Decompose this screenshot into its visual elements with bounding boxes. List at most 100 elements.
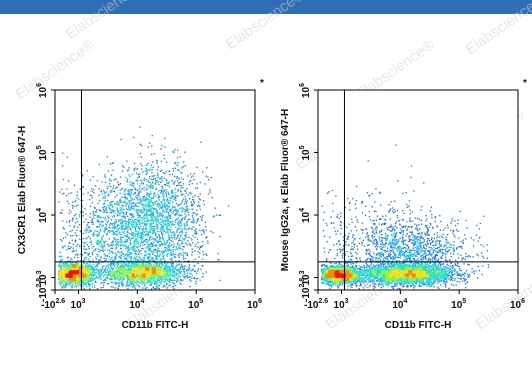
event-dot bbox=[169, 249, 172, 251]
event-dot bbox=[99, 241, 102, 243]
event-dot bbox=[184, 216, 187, 218]
event-dot bbox=[129, 242, 131, 244]
event-dot bbox=[147, 162, 149, 165]
event-dot bbox=[161, 272, 163, 274]
event-dot bbox=[123, 208, 125, 211]
event-dot bbox=[163, 220, 166, 222]
event-dot bbox=[192, 212, 194, 214]
event-dot bbox=[63, 245, 65, 247]
event-dot bbox=[64, 284, 67, 286]
event-dot bbox=[161, 220, 163, 222]
event-dot bbox=[137, 217, 139, 219]
event-dot bbox=[66, 264, 69, 266]
event-dot bbox=[169, 278, 171, 280]
event-dot bbox=[177, 190, 179, 192]
event-dot bbox=[159, 275, 161, 277]
event-dot bbox=[134, 281, 137, 283]
event-dot bbox=[124, 241, 126, 243]
event-dot bbox=[123, 271, 125, 273]
event-dot bbox=[156, 216, 158, 218]
event-dot bbox=[184, 273, 186, 275]
event-dot bbox=[156, 262, 158, 264]
event-dot bbox=[104, 218, 106, 220]
event-dot bbox=[104, 200, 106, 202]
event-dot bbox=[139, 226, 141, 229]
event-dot bbox=[155, 262, 157, 264]
event-dot bbox=[135, 258, 137, 260]
event-dot bbox=[119, 277, 122, 279]
event-dot bbox=[130, 282, 133, 284]
event-dot bbox=[133, 235, 135, 237]
event-dot bbox=[99, 240, 102, 242]
event-dot bbox=[135, 230, 137, 232]
event-dot bbox=[134, 228, 137, 230]
event-dot bbox=[159, 178, 161, 180]
event-dot bbox=[76, 191, 79, 193]
event-dot bbox=[160, 283, 162, 285]
event-dot bbox=[145, 194, 148, 196]
event-dot bbox=[177, 236, 179, 238]
event-dot bbox=[102, 203, 104, 205]
event-dot bbox=[158, 264, 161, 266]
event-dot bbox=[130, 208, 132, 210]
event-dot bbox=[89, 274, 91, 276]
event-dot bbox=[151, 282, 153, 284]
event-dot bbox=[133, 285, 135, 287]
event-dot bbox=[115, 230, 117, 233]
event-dot bbox=[116, 262, 119, 264]
event-dot bbox=[140, 275, 142, 277]
event-dot bbox=[193, 199, 195, 201]
event-dot bbox=[98, 219, 100, 222]
event-dot bbox=[123, 213, 126, 215]
event-dot bbox=[99, 230, 102, 232]
event-dot bbox=[111, 276, 113, 278]
event-dot bbox=[78, 223, 81, 226]
event-dot bbox=[149, 196, 151, 199]
event-dot bbox=[137, 271, 140, 273]
event-dot bbox=[65, 272, 67, 274]
event-dot bbox=[141, 168, 143, 170]
event-dot bbox=[147, 249, 149, 252]
event-dot bbox=[83, 287, 85, 290]
event-dot bbox=[109, 269, 111, 271]
event-dot bbox=[170, 196, 173, 199]
event-dot bbox=[118, 213, 121, 215]
event-dot bbox=[175, 275, 178, 277]
event-dot bbox=[184, 235, 186, 237]
event-dot bbox=[103, 210, 105, 212]
event-dot bbox=[139, 202, 141, 204]
event-dot bbox=[135, 202, 137, 204]
event-dot bbox=[162, 256, 164, 258]
event-dot bbox=[93, 278, 95, 280]
event-dot bbox=[93, 188, 95, 191]
event-dot bbox=[185, 221, 187, 223]
event-dot bbox=[218, 214, 220, 217]
event-dot bbox=[163, 285, 165, 287]
event-dot bbox=[172, 279, 175, 281]
event-dot bbox=[149, 169, 151, 171]
event-dot bbox=[201, 219, 203, 221]
event-dot bbox=[163, 157, 166, 160]
event-dot bbox=[59, 267, 61, 269]
event-dot bbox=[133, 221, 135, 223]
event-dot bbox=[195, 282, 197, 285]
event-dot bbox=[157, 203, 159, 206]
event-dot bbox=[157, 240, 159, 242]
event-dot bbox=[145, 283, 148, 285]
event-dot bbox=[133, 199, 135, 201]
event-dot bbox=[68, 193, 70, 195]
event-dot bbox=[194, 258, 196, 261]
event-dot bbox=[191, 228, 193, 230]
event-dot bbox=[169, 261, 172, 264]
event-dot bbox=[173, 233, 175, 235]
event-dot bbox=[92, 273, 94, 276]
event-dot bbox=[104, 197, 107, 199]
event-dot bbox=[151, 243, 154, 245]
event-dot bbox=[93, 284, 96, 287]
event-dot bbox=[116, 273, 118, 275]
event-dot bbox=[91, 221, 93, 224]
event-dot bbox=[151, 228, 153, 230]
event-dot bbox=[179, 207, 181, 209]
event-dot bbox=[77, 279, 79, 281]
event-dot bbox=[146, 217, 148, 219]
